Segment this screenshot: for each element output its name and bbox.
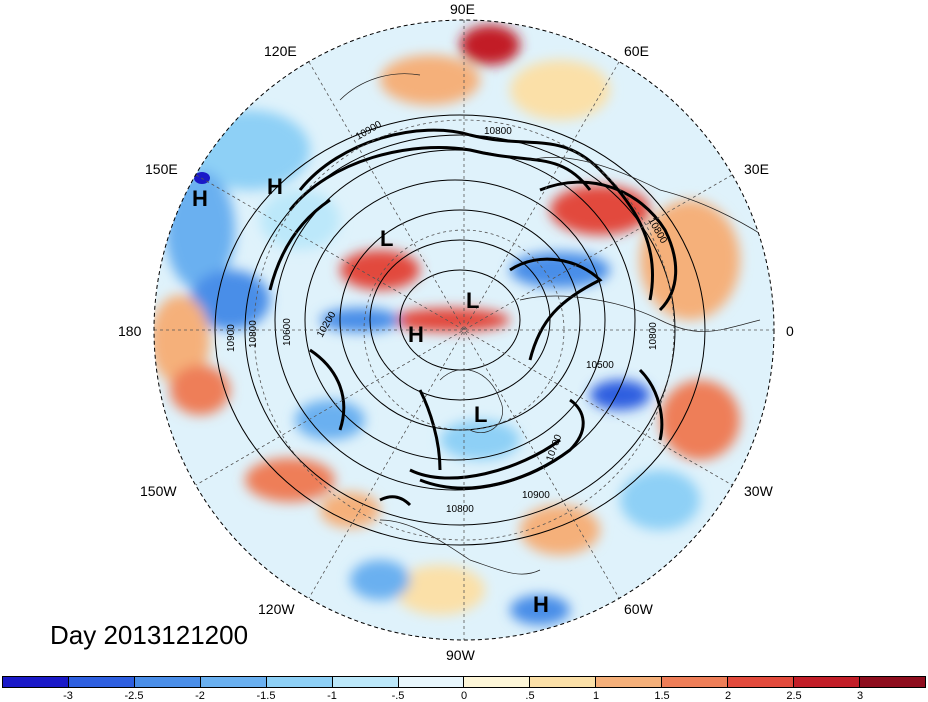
- lon-label: 60W: [624, 601, 654, 617]
- high-pressure-marker: H: [408, 322, 424, 347]
- colorbar-tick-label: -1.5: [256, 690, 276, 702]
- colorbar-swatch: [398, 677, 465, 687]
- colorbar-swatch: [464, 677, 531, 687]
- contour-label: 10500: [586, 360, 614, 371]
- colorbar-swatch: [859, 677, 925, 687]
- colorbar-tick-label: -.5: [391, 690, 405, 702]
- high-pressure-marker: H: [267, 174, 283, 199]
- coastlines: [339, 73, 771, 575]
- lon-label: 150E: [145, 161, 178, 177]
- contour-label: 10900: [226, 324, 237, 352]
- contour-label: 10800: [648, 322, 659, 350]
- lon-label: 60E: [624, 43, 649, 59]
- colorbar-swatch: [794, 677, 860, 687]
- lon-label: 120E: [264, 43, 297, 59]
- colorbar: -3 -2.5 -2 -1.5 -1 -.5 0 .5 1 1.5 2 2.5 3: [0, 676, 928, 702]
- colorbar-swatch: [200, 677, 267, 687]
- map-title: Day 2013121200: [50, 620, 249, 650]
- lon-label: 180: [118, 323, 142, 339]
- lon-label: 0: [786, 323, 794, 339]
- colorbar-tick-label: -2.5: [124, 690, 144, 702]
- pressure-systems: H H L L H L H: [192, 174, 549, 617]
- lon-label: 90W: [446, 647, 476, 663]
- colorbar-swatch: [266, 677, 333, 687]
- colorbar-tick-label: 1.5: [654, 690, 670, 702]
- colorbar-swatch: [596, 677, 663, 687]
- colorbar-tick-label: 1: [592, 690, 600, 702]
- colorbar-swatch: [68, 677, 135, 687]
- colorbar-tick-label: 0: [460, 690, 468, 702]
- colorbar-swatch: [332, 677, 399, 687]
- colorbar-tick-label: -3: [63, 690, 73, 702]
- lon-label: 120W: [258, 601, 295, 617]
- low-pressure-marker: L: [466, 288, 479, 313]
- colorbar-tick-label: 3: [856, 690, 864, 702]
- colorbar-tick-label: -1: [327, 690, 337, 702]
- shaded-anomaly-field: [154, 20, 774, 640]
- colorbar-swatch: [3, 677, 69, 687]
- colorbar-tick-label: .5: [525, 690, 535, 702]
- contour-label: 10600: [282, 318, 293, 346]
- contour-label: 10800: [446, 504, 474, 515]
- colorbar-swatch: [728, 677, 795, 687]
- high-pressure-marker: H: [192, 186, 208, 211]
- colorbar-swatch: [530, 677, 597, 687]
- high-pressure-marker: H: [533, 592, 549, 617]
- lon-label: 30E: [744, 161, 769, 177]
- graticule: [154, 20, 774, 640]
- colorbar-tick-label: 2.5: [786, 690, 802, 702]
- map-boundary: [153, 19, 775, 641]
- low-pressure-marker: L: [474, 402, 487, 427]
- contour-label: 10900: [522, 490, 550, 501]
- contour-label: 10800: [248, 320, 259, 348]
- colorbar-swatches: [2, 676, 926, 688]
- lon-label: 150W: [140, 483, 177, 499]
- low-pressure-marker: L: [380, 226, 393, 251]
- colorbar-swatch: [134, 677, 201, 687]
- colorbar-tick-label: 2: [724, 690, 732, 702]
- lon-label: 90E: [450, 1, 475, 17]
- contour-label: 10800: [484, 126, 512, 137]
- lon-label: 30W: [744, 483, 774, 499]
- colorbar-swatch: [662, 677, 729, 687]
- colorbar-tick-label: -2: [195, 690, 205, 702]
- longitude-labels: 90E 60E 30E 0 30W 60W 90W 120W 150W 180 …: [118, 1, 794, 663]
